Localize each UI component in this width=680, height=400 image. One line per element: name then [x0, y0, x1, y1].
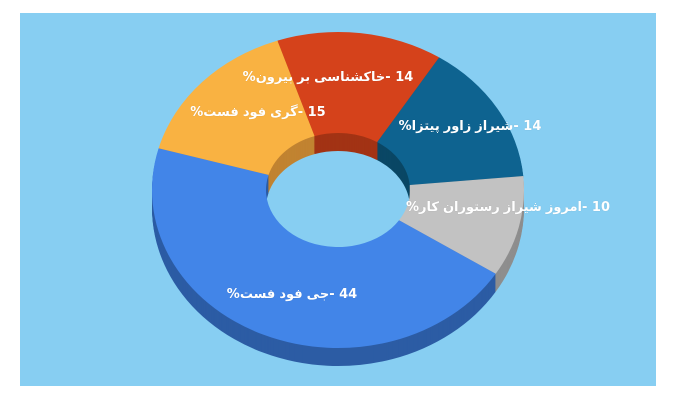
chart-background-panel: %بیرون بر خاکشناسی- 14 %پیتزا زاور شیراز- 14%…	[20, 13, 656, 386]
pie-slice-0[interactable]	[277, 32, 440, 143]
pie-slice-3[interactable]	[152, 148, 496, 348]
pie-slice-1[interactable]	[377, 57, 524, 185]
pie-slice-2[interactable]	[399, 176, 525, 274]
pie-slice-4[interactable]	[158, 40, 315, 175]
keywords-donut-chart[interactable]	[20, 13, 656, 386]
